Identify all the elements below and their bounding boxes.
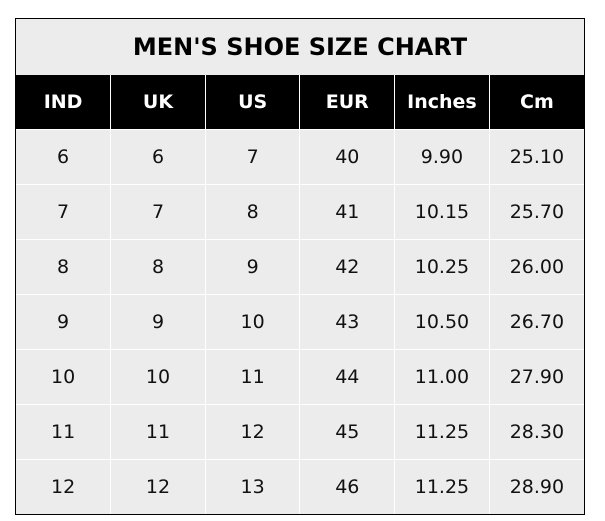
- table-cell-uk: 12: [110, 459, 206, 514]
- table-cell-cm: 26.70: [488, 294, 584, 350]
- table-cell-inches: 10.25: [394, 239, 490, 295]
- table-cell-cm: 25.10: [488, 129, 584, 185]
- size-table: MEN'S SHOE SIZE CHART IND UK US EUR Inches Cm…: [16, 19, 584, 514]
- table-row: 6 6 7 40 9.90 25.10: [16, 129, 584, 185]
- table-cell-inches: 10.50: [394, 294, 490, 350]
- table-cell-eur: 42: [299, 239, 396, 295]
- table-cell-ind: 6: [16, 129, 112, 185]
- table-row: 10 10 11 44 11.00 27.90: [16, 349, 584, 405]
- table-cell-ind: 11: [16, 404, 112, 460]
- table-cell-uk: 6: [110, 129, 206, 185]
- table-cell-us: 10: [204, 294, 301, 350]
- table-cell-eur: 45: [299, 404, 396, 460]
- table-cell-cm: 27.90: [488, 349, 584, 405]
- table-row: 9 9 10 43 10.50 26.70: [16, 294, 584, 350]
- size-chart: MEN'S SHOE SIZE CHART IND UK US EUR Inches Cm…: [15, 18, 585, 515]
- table-row: 8 8 9 42 10.25 26.00: [16, 239, 584, 295]
- table-cell-cm: 28.90: [488, 459, 584, 514]
- column-header-inches: Inches: [394, 75, 490, 130]
- table-row: 12 12 13 46 11.25 28.90: [16, 459, 584, 514]
- header-row: IND UK US EUR Inches Cm: [16, 75, 584, 130]
- table-cell-us: 11: [204, 349, 301, 405]
- column-header-cm: Cm: [488, 75, 584, 130]
- column-header-uk: UK: [110, 75, 206, 130]
- table-cell-us: 13: [204, 459, 301, 514]
- table-cell-eur: 43: [299, 294, 396, 350]
- table-cell-cm: 28.30: [488, 404, 584, 460]
- table-cell-us: 12: [204, 404, 301, 460]
- table-cell-inches: 10.15: [394, 184, 490, 240]
- table-cell-uk: 11: [110, 404, 206, 460]
- table-cell-uk: 9: [110, 294, 206, 350]
- table-row: 11 11 12 45 11.25 28.30: [16, 404, 584, 460]
- table-cell-eur: 46: [299, 459, 396, 514]
- table-cell-us: 8: [204, 184, 301, 240]
- table-cell-eur: 44: [299, 349, 396, 405]
- table-cell-inches: 11.25: [394, 459, 490, 514]
- table-cell-inches: 9.90: [394, 129, 490, 185]
- table-cell-ind: 9: [16, 294, 112, 350]
- table-cell-cm: 26.00: [488, 239, 584, 295]
- table-cell-uk: 7: [110, 184, 206, 240]
- table-row: 7 7 8 41 10.15 25.70: [16, 184, 584, 240]
- table-cell-eur: 40: [299, 129, 396, 185]
- table-cell-inches: 11.00: [394, 349, 490, 405]
- table-cell-eur: 41: [299, 184, 396, 240]
- column-header-eur: EUR: [299, 75, 395, 130]
- table-cell-us: 9: [204, 239, 301, 295]
- table-cell-ind: 10: [16, 349, 112, 405]
- table-cell-ind: 7: [16, 184, 112, 240]
- table-cell-us: 7: [204, 129, 301, 185]
- column-header-ind: IND: [16, 75, 111, 130]
- chart-title: MEN'S SHOE SIZE CHART: [16, 19, 584, 75]
- table-cell-ind: 12: [16, 459, 112, 514]
- table-cell-ind: 8: [16, 239, 112, 295]
- table-cell-inches: 11.25: [394, 404, 490, 460]
- table-cell-uk: 8: [110, 239, 206, 295]
- table-cell-uk: 10: [110, 349, 206, 405]
- column-header-us: US: [204, 75, 300, 130]
- table-cell-cm: 25.70: [488, 184, 584, 240]
